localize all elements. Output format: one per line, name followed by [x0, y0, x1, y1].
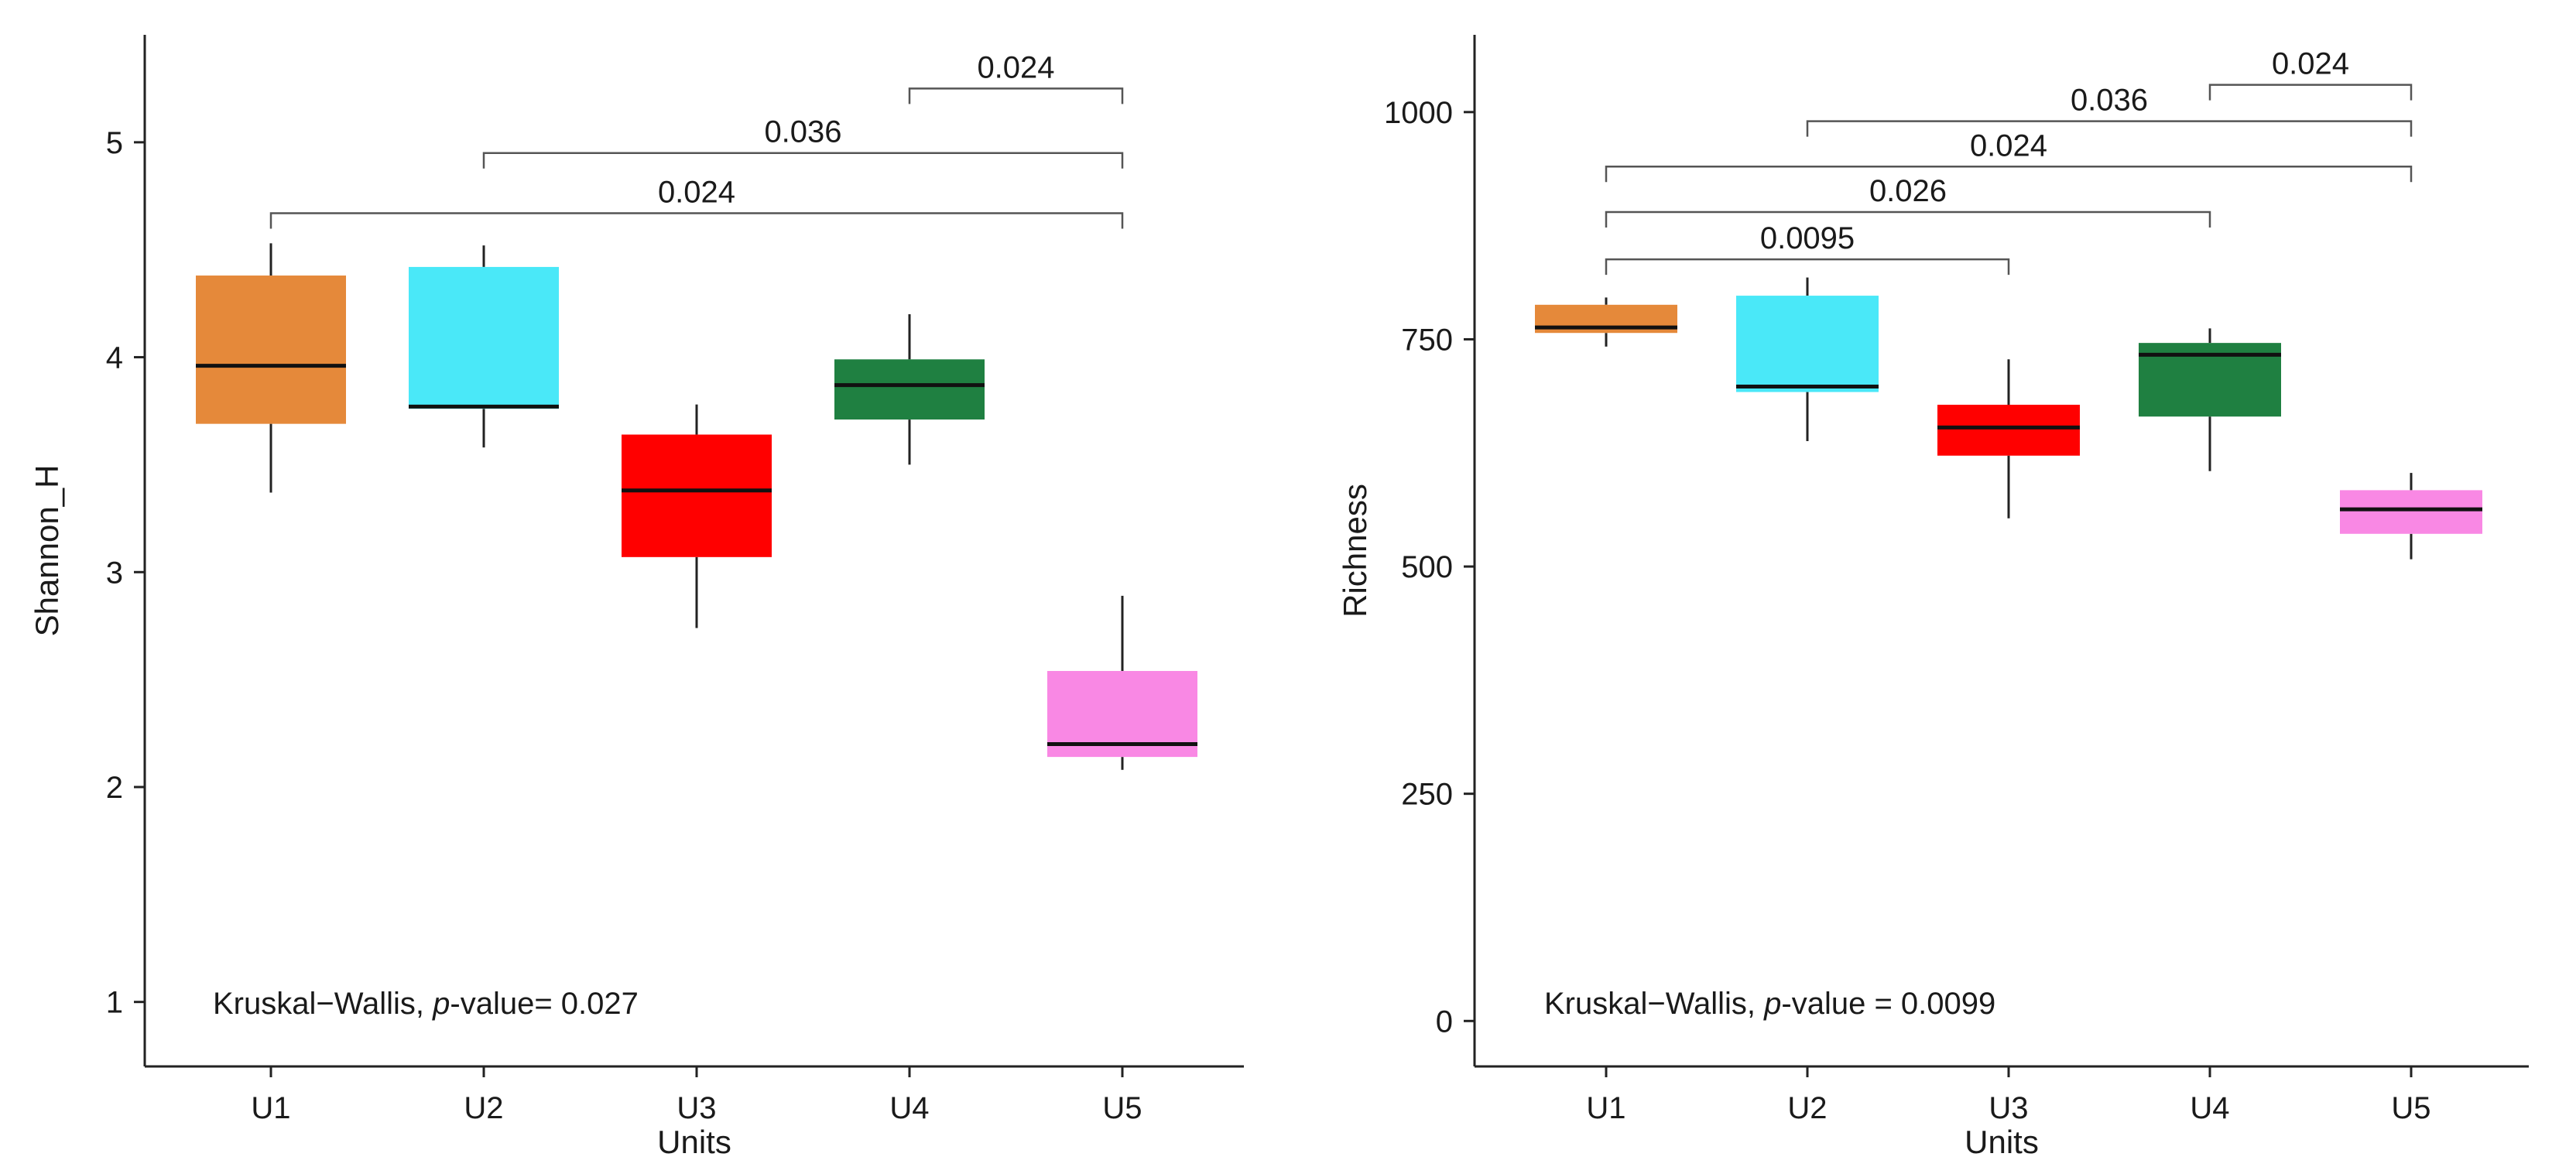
shannon-x-tick-label: U3 — [677, 1091, 716, 1125]
shannon-y-tick-label: 1 — [106, 986, 123, 1020]
richness-bracket-u4-u5 — [2208, 84, 2413, 101]
shannon-x-tick-label: U2 — [464, 1091, 503, 1125]
shannon-x-axis-title: Units — [657, 1124, 731, 1160]
shannon-bracket-u1-u5 — [269, 212, 1124, 229]
shannon-kruskal-wallis-note: Kruskal−Wallis, p-value= 0.027 — [213, 987, 639, 1021]
richness-bracket-u2-u5 — [1806, 120, 2413, 137]
richness-kruskal-wallis-note: Kruskal−Wallis, p-value = 0.0099 — [1544, 987, 1995, 1021]
shannon-box-u1 — [196, 243, 346, 493]
richness-x-tick-label: U3 — [1989, 1091, 2028, 1125]
shannon-x-tick-label: U5 — [1102, 1091, 1142, 1125]
richness-y-tick-label: 1000 — [1384, 96, 1453, 130]
shannon-pvalue-label: 0.024 — [977, 50, 1054, 84]
shannon-pvalue-label: 0.024 — [658, 175, 735, 209]
shannon-bracket-u4-u5 — [908, 87, 1124, 104]
box-iqr — [1937, 405, 2080, 456]
box-iqr — [622, 434, 772, 557]
richness-bracket-u1-u5 — [1605, 166, 2413, 183]
richness-boxplot-panel: 0 250 500 750 1000 U1 U2 U3 U4 U5 Units Richness 0.0… — [1337, 35, 2529, 1160]
box-iqr — [1736, 296, 1879, 392]
richness-pvalue-label: 0.026 — [1869, 174, 1947, 208]
shannon-box-u2 — [409, 245, 559, 448]
richness-y-axis-title: Richness — [1337, 484, 1373, 618]
richness-bracket-u1-u3 — [1605, 258, 2010, 276]
richness-x-tick-label: U5 — [2391, 1091, 2430, 1125]
shannon-y-axis-title: Shannon_H — [29, 465, 65, 637]
shannon-x-tick-label: U1 — [251, 1091, 290, 1125]
shannon-box-u3 — [622, 404, 772, 628]
richness-x-axis-title: Units — [1965, 1124, 2039, 1160]
richness-box-u4 — [2139, 328, 2281, 471]
box-iqr — [2340, 490, 2482, 534]
shannon-y-tick-label: 4 — [106, 341, 123, 375]
richness-box-u3 — [1937, 359, 2080, 519]
richness-box-u2 — [1736, 277, 1879, 441]
shannon-y-tick-label: 5 — [106, 126, 123, 160]
richness-bracket-u1-u4 — [1605, 210, 2211, 228]
box-iqr — [834, 359, 985, 420]
shannon-pvalue-label: 0.036 — [764, 115, 841, 149]
richness-pvalue-label: 0.024 — [1970, 128, 2047, 163]
richness-x-tick-label: U2 — [1787, 1091, 1827, 1125]
richness-pvalue-label: 0.036 — [2071, 84, 2148, 118]
shannon-bracket-u2-u5 — [482, 152, 1124, 169]
richness-pvalue-label: 0.024 — [2272, 47, 2349, 81]
shannon-box-u5 — [1047, 595, 1197, 770]
richness-y-tick-label: 0 — [1436, 1005, 1453, 1039]
richness-y-tick-label: 750 — [1401, 323, 1453, 357]
shannon-box-u4 — [834, 314, 985, 465]
richness-y-tick-label: 500 — [1401, 550, 1453, 584]
richness-x-tick-label: U1 — [1586, 1091, 1625, 1125]
box-iqr — [196, 276, 346, 424]
richness-box-u5 — [2340, 473, 2482, 560]
box-iqr — [409, 266, 559, 409]
richness-pvalue-label: 0.0095 — [1760, 221, 1855, 255]
richness-x-tick-label: U4 — [2190, 1091, 2229, 1125]
shannon-x-tick-label: U4 — [889, 1091, 929, 1125]
richness-box-u1 — [1535, 297, 1677, 347]
shannon-y-tick-label: 2 — [106, 771, 123, 805]
shannon-boxplot-panel: 1 2 3 4 5 U1 U2 U3 U4 U5 Units Shannon_H 0.024 0.036 0… — [29, 35, 1244, 1160]
richness-y-tick-label: 250 — [1401, 778, 1453, 812]
shannon-y-tick-label: 3 — [106, 556, 123, 590]
